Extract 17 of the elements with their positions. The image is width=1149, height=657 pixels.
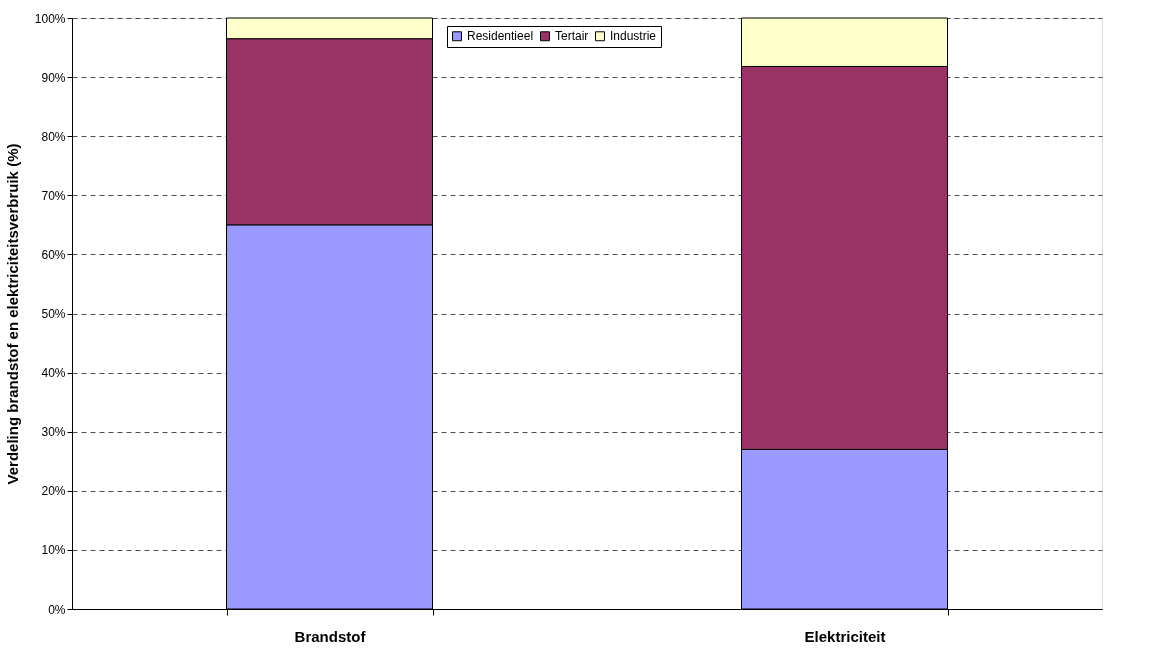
- y-axis-title: Verdeling brandstof en elektriciteitsverbruik (%): [3, 143, 21, 485]
- y-tick-label: 50%: [41, 307, 66, 321]
- y-tick-label: 40%: [41, 366, 66, 381]
- y-tick-label: 70%: [41, 188, 66, 203]
- x-tick-label: Brandstof: [294, 627, 367, 645]
- y-tick-label: 100%: [34, 11, 66, 26]
- legend-label: Residentieel: [467, 29, 534, 44]
- y-tick-label: 20%: [41, 484, 66, 499]
- y-tick-label: 10%: [41, 543, 66, 558]
- y-tick-label: 0%: [48, 602, 66, 617]
- legend-label: Industrie: [610, 29, 657, 44]
- legend-label: Tertair: [555, 29, 589, 44]
- x-tick-label: Elektriciteit: [804, 627, 886, 645]
- y-tick-label: 80%: [41, 129, 66, 144]
- y-tick-label: 30%: [41, 425, 66, 440]
- y-tick-label: 90%: [41, 70, 66, 85]
- y-tick-label: 60%: [41, 247, 66, 262]
